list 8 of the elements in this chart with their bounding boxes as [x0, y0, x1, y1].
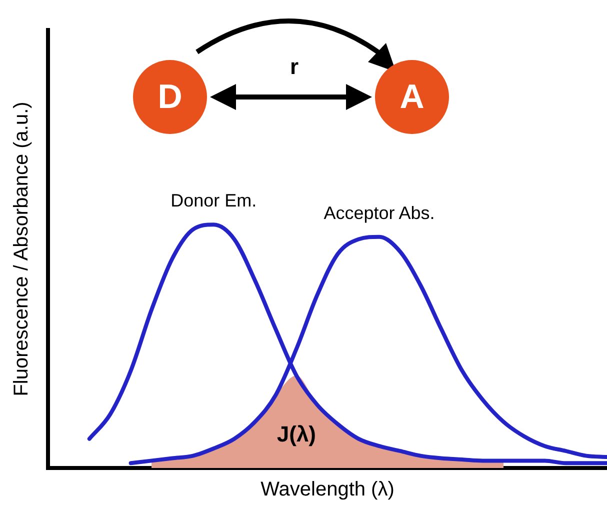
- y-axis-title: Fluorescence / Absorbance (a.u.): [10, 102, 33, 396]
- text: r: [290, 54, 299, 80]
- series-label: J(λ): [276, 422, 316, 447]
- series-label: Donor Em.: [170, 190, 257, 211]
- x-axis-title: Wavelength (λ): [260, 478, 394, 501]
- a-circle: A: [375, 60, 449, 134]
- d-circle: D: [133, 60, 207, 134]
- series-label: Acceptor Abs.: [324, 202, 435, 223]
